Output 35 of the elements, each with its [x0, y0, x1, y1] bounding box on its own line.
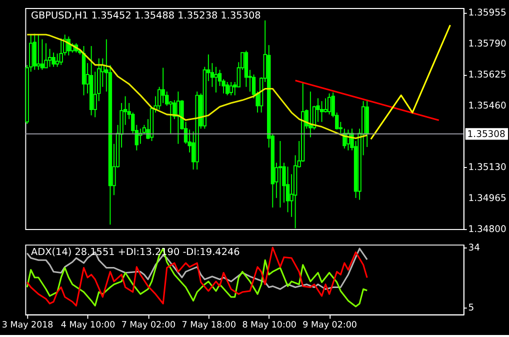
- candlestick: [214, 66, 218, 93]
- candlestick: [229, 82, 233, 96]
- candlestick: [308, 91, 312, 138]
- candlestick: [52, 52, 56, 68]
- candlestick: [320, 100, 324, 122]
- candlestick: [327, 92, 332, 115]
- y-tick-label: 34: [468, 242, 480, 254]
- line-series: [370, 24, 451, 140]
- x-tick-label: 4 May 10:00: [60, 320, 116, 330]
- ref-line-label: 1.35308: [467, 128, 506, 140]
- candlestick: [36, 34, 40, 70]
- y-tick-label: 1.35460: [468, 100, 506, 112]
- candlestick: [32, 33, 36, 70]
- y-tick-label: 1.35790: [468, 38, 506, 50]
- y-tick-label: 1.34800: [468, 224, 506, 235]
- x-tick-label: 9 May 02:00: [302, 320, 357, 330]
- y-tick-label: 1.35625: [468, 69, 506, 80]
- candlestick: [59, 38, 63, 66]
- y-tick-label: 1.35130: [468, 162, 506, 174]
- candlestick: [225, 82, 230, 96]
- x-tick-label: 3 May 2018: [2, 320, 54, 330]
- candlestick: [161, 67, 165, 104]
- chart-title: GBPUSD,H1 1.35452 1.35488 1.35238 1.35308: [31, 10, 261, 22]
- y-tick-label: 1.34965: [468, 193, 506, 204]
- x-tick-label: 8 May 10:00: [242, 320, 296, 330]
- candlestick: [324, 98, 328, 114]
- y-tick-label: 5: [468, 302, 474, 314]
- line-series: [26, 248, 368, 290]
- candlestick: [286, 166, 290, 213]
- x-tick-label: 7 May 02:00: [121, 320, 176, 330]
- candlestick: [44, 42, 48, 68]
- candlestick: [40, 38, 44, 70]
- y-tick-label: 1.35955: [468, 8, 506, 19]
- candlestick: [278, 140, 282, 208]
- x-tick-label: 7 May 18:00: [182, 320, 236, 330]
